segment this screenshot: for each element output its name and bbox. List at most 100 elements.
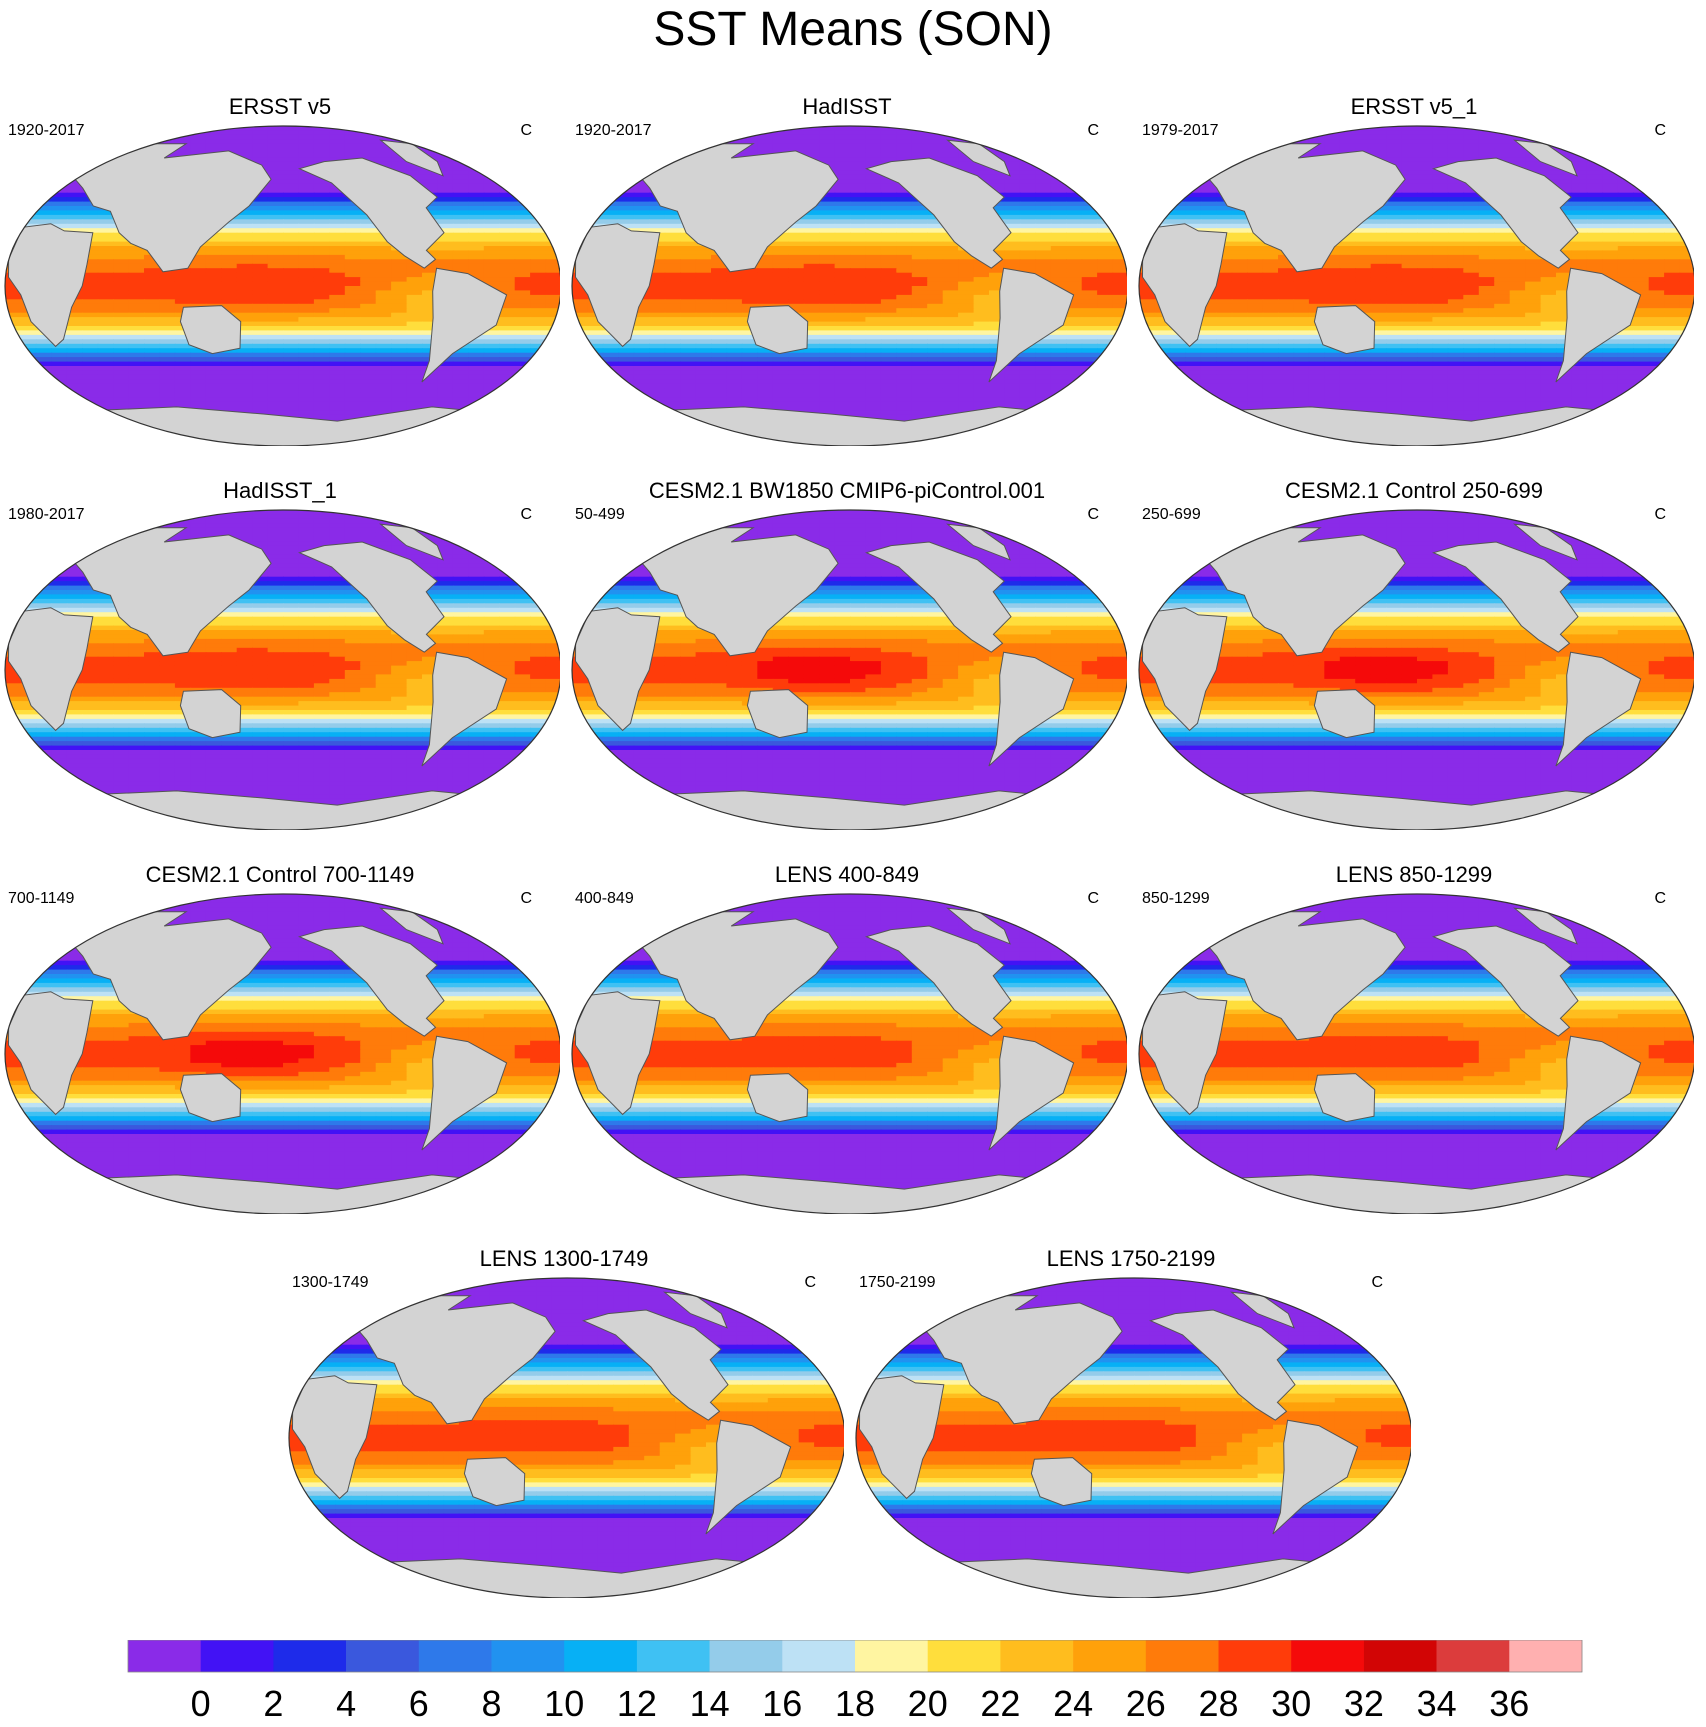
sst-cell — [1097, 414, 1114, 420]
sst-cell — [911, 143, 928, 149]
sst-cell — [298, 348, 315, 354]
sst-cell — [236, 303, 253, 309]
sst-cell — [82, 441, 99, 446]
sst-cell — [236, 130, 253, 136]
sst-cell — [572, 294, 589, 300]
sst-cell — [437, 157, 454, 163]
sst-cell — [618, 201, 635, 207]
sst-cell — [545, 250, 560, 256]
sst-cell — [572, 286, 589, 291]
sst-cell — [1019, 401, 1037, 407]
sst-cell — [664, 397, 681, 403]
sst-cell — [190, 281, 207, 287]
sst-cell — [1066, 397, 1083, 403]
sst-cell — [298, 197, 315, 203]
sst-cell — [618, 130, 635, 136]
sst-cell — [772, 406, 789, 411]
sst-cell — [144, 392, 161, 398]
sst-cell — [499, 339, 516, 345]
sst-cell — [391, 139, 408, 145]
sst-cell — [144, 370, 161, 376]
sst-cell — [66, 330, 83, 336]
sst-cell — [468, 237, 485, 243]
sst-cell — [360, 401, 377, 407]
sst-cell — [958, 361, 975, 367]
sst-cell — [1081, 352, 1098, 358]
sst-cell — [587, 174, 604, 180]
sst-cell — [329, 317, 346, 323]
sst-cell — [834, 179, 851, 185]
sst-cell — [633, 210, 650, 216]
sst-cell — [391, 379, 408, 385]
sst-cell — [113, 312, 130, 318]
sst-cell — [313, 246, 331, 251]
sst-cell — [850, 197, 867, 203]
sst-cell — [128, 343, 145, 349]
sst-cell — [572, 406, 589, 411]
sst-cell — [680, 308, 697, 314]
sst-cell — [391, 437, 408, 443]
sst-cell — [865, 268, 882, 274]
sst-cell — [880, 339, 898, 345]
sst-cell — [695, 312, 712, 318]
sst-cell — [865, 174, 882, 180]
sst-cell — [344, 312, 361, 318]
sst-cell — [1019, 232, 1037, 238]
sst-cell — [989, 277, 1006, 283]
sst-cell — [1112, 339, 1127, 345]
sst-cell — [757, 272, 774, 278]
sst-cell — [834, 214, 851, 220]
sst-cell — [1050, 166, 1067, 171]
sst-cell — [20, 174, 37, 180]
sst-cell — [35, 139, 53, 145]
sst-cell — [205, 366, 222, 371]
sst-cell — [1112, 170, 1127, 176]
sst-cell — [344, 130, 361, 136]
sst-cell — [880, 370, 898, 376]
sst-cell — [221, 286, 238, 291]
sst-cell — [144, 334, 161, 340]
sst-cell — [896, 339, 913, 345]
sst-cell — [942, 330, 959, 336]
sst-cell — [1081, 339, 1098, 345]
sst-cell — [344, 206, 361, 211]
sst-cell — [35, 383, 53, 389]
sst-cell — [205, 277, 222, 283]
sst-cell — [1066, 143, 1083, 149]
sst-cell — [572, 161, 589, 167]
sst-cell — [144, 268, 161, 274]
sst-cell — [680, 148, 697, 154]
sst-cell — [97, 250, 114, 256]
sst-cell — [5, 383, 22, 389]
sst-cell — [572, 374, 589, 380]
sst-cell — [911, 303, 928, 309]
sst-cell — [850, 321, 867, 327]
sst-cell — [221, 299, 238, 305]
sst-cell — [572, 308, 589, 314]
sst-cell — [850, 259, 867, 265]
sst-cell — [406, 272, 423, 278]
sst-cell — [1050, 330, 1067, 336]
sst-cell — [726, 308, 743, 314]
sst-cell — [82, 392, 99, 398]
sst-cell — [452, 143, 470, 149]
sst-cell — [633, 183, 650, 189]
sst-cell — [252, 148, 269, 154]
sst-cell — [514, 192, 531, 198]
sst-cell — [468, 214, 485, 220]
sst-cell — [942, 259, 959, 265]
sst-cell — [483, 254, 500, 260]
sst-cell — [221, 406, 238, 411]
sst-cell — [587, 366, 604, 371]
sst-cell — [360, 219, 377, 225]
sst-cell — [911, 210, 928, 216]
sst-cell — [572, 401, 589, 407]
sst-cell — [252, 308, 269, 314]
sst-cell — [587, 130, 604, 136]
sst-cell — [1019, 361, 1037, 367]
sst-cell — [329, 263, 346, 269]
sst-cell — [587, 139, 604, 145]
sst-cell — [267, 401, 284, 407]
sst-cell — [942, 374, 959, 380]
sst-cell — [35, 188, 53, 194]
